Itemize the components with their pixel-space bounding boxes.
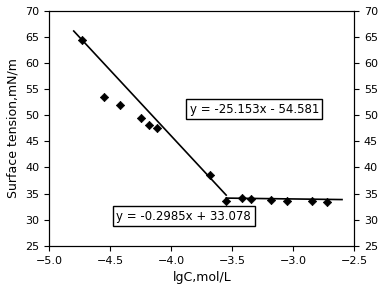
Point xyxy=(223,199,229,204)
Point xyxy=(154,126,160,131)
Point xyxy=(79,37,85,42)
Point xyxy=(284,199,290,204)
Text: y = -0.2985x + 33.078: y = -0.2985x + 33.078 xyxy=(116,210,251,223)
Point xyxy=(207,173,213,178)
Point xyxy=(248,196,254,201)
Point xyxy=(101,95,107,100)
X-axis label: lgC,mol/L: lgC,mol/L xyxy=(172,271,231,284)
Text: y = -25.153x - 54.581: y = -25.153x - 54.581 xyxy=(189,103,319,116)
Point xyxy=(138,116,144,120)
Point xyxy=(308,198,315,203)
Point xyxy=(146,123,152,127)
Point xyxy=(324,200,330,205)
Y-axis label: Surface tension,mN/m: Surface tension,mN/m xyxy=(7,58,20,198)
Point xyxy=(117,102,123,107)
Point xyxy=(268,198,275,202)
Point xyxy=(239,196,245,200)
